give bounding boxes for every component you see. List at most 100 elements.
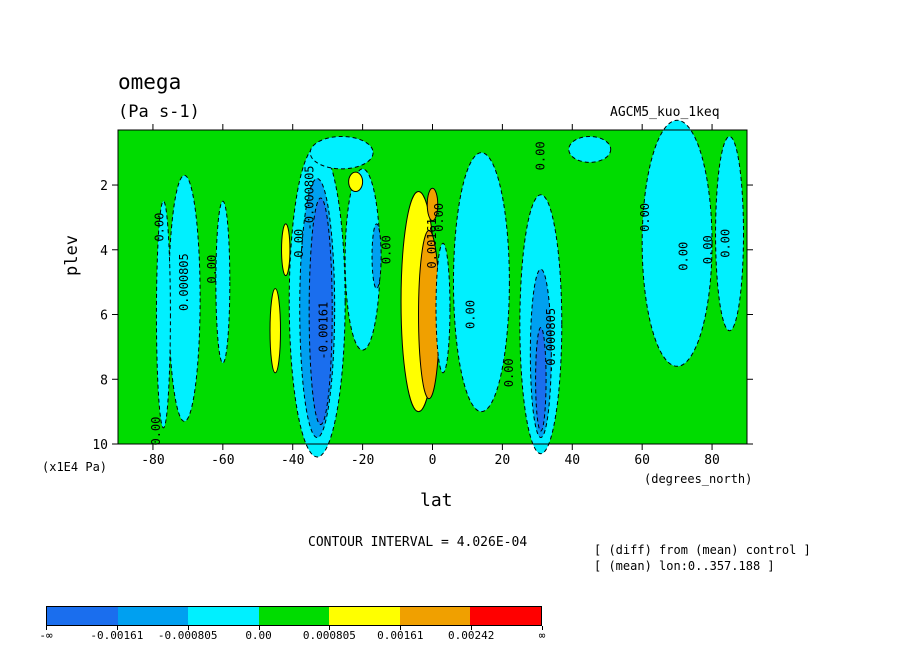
chart-units: (Pa s-1) — [118, 102, 200, 122]
colorbar — [46, 606, 542, 626]
colorbar-label-7: ∞ — [538, 629, 546, 642]
contour-label-14: 0.00 — [638, 203, 652, 232]
colorbar-segment-4 — [329, 607, 400, 625]
y-tick-label-2: 6 — [100, 309, 108, 324]
contour-line-19 — [535, 326, 547, 432]
contour-interval: CONTOUR INTERVAL = 4.026E-04 — [308, 535, 528, 550]
x-tick-label-0: -80 — [141, 453, 164, 468]
contour-line-15 — [435, 242, 451, 374]
contour-fill-8 — [309, 197, 333, 425]
contour-fill-21 — [715, 136, 744, 331]
contour-label-16: 0.00 — [701, 235, 715, 264]
contour-fill-23 — [568, 136, 611, 163]
contour-label-1: 0.000805 — [177, 253, 191, 311]
colorbar-label-3: 0.00 — [245, 629, 272, 642]
x-tick-label-7: 60 — [634, 453, 650, 468]
colorbar-label-2: -0.000805 — [157, 629, 218, 642]
contour-label-13: 0.00 — [533, 141, 547, 170]
contour-label-4: 0.00 — [292, 229, 306, 258]
contour-fill-15 — [435, 243, 450, 373]
x-axis-label: lat — [420, 490, 453, 511]
contour-line-11 — [348, 171, 364, 193]
contour-label-17: 0.00 — [719, 229, 733, 258]
contour-line-20 — [641, 119, 713, 367]
contour-line-8 — [308, 197, 333, 426]
contour-line-5 — [269, 288, 281, 374]
chart-title: omega — [118, 70, 182, 94]
colorbar-label-1: -0.00161 — [90, 629, 144, 642]
contour-line-10 — [371, 223, 382, 290]
x-tick-label-8: 80 — [704, 453, 720, 468]
contour-label-8: 0.00161 — [425, 218, 439, 269]
colorbar-segment-6 — [470, 607, 542, 625]
contour-label-3: 0.00 — [149, 417, 163, 446]
x-tick-label-6: 40 — [564, 453, 580, 468]
contour-line-16 — [452, 152, 510, 413]
contour-fill-4 — [281, 223, 290, 276]
x-tick-label-4: 0 — [429, 453, 437, 468]
y-tick-label-3: 8 — [100, 373, 108, 388]
y-tick-label-0: 2 — [100, 179, 108, 194]
contour-fill-16 — [453, 152, 510, 412]
y-tick-label-1: 4 — [100, 244, 108, 259]
x-tick-label-5: 20 — [495, 453, 511, 468]
colorbar-tick-4 — [329, 626, 331, 630]
contour-label-6: -0.00161 — [317, 302, 331, 360]
contour-fill-22 — [310, 136, 374, 169]
contour-label-7: 0.00 — [380, 235, 394, 264]
colorbar-segment-2 — [188, 607, 259, 625]
contour-line-21 — [715, 135, 745, 332]
contour-line-14 — [426, 187, 439, 222]
contour-label-5: -0.000805 — [303, 165, 317, 230]
x-tick-label-3: -20 — [351, 453, 374, 468]
contour-label-10: 0.00 — [463, 300, 477, 329]
contour-label-2: 0.00 — [205, 255, 219, 284]
contour-fill-5 — [270, 288, 281, 373]
diff-note: [ (diff) from (mean) control ] — [594, 543, 811, 557]
contour-line-7 — [299, 178, 336, 439]
colorbar-tick-2 — [187, 626, 189, 630]
contour-fill-19 — [535, 327, 547, 432]
colorbar-tick-7 — [542, 626, 543, 630]
contour-line-1 — [168, 174, 201, 422]
colorbar-tick-5 — [400, 626, 402, 630]
y-tick-label-4: 10 — [92, 438, 108, 453]
colorbar-label-4: 0.000805 — [302, 629, 356, 642]
contour-fill-11 — [348, 172, 363, 192]
contour-fill-2 — [156, 201, 171, 428]
colorbar-segment-5 — [399, 607, 471, 625]
colorbar-segment-0 — [47, 607, 118, 625]
contour-label-0: 0.00 — [152, 213, 166, 242]
contour-label-9: 0.00 — [432, 203, 446, 232]
x-axis-unit: (degrees_north) — [644, 472, 753, 486]
y-axis-label: plev — [62, 235, 82, 276]
colorbar-segment-3 — [258, 607, 330, 625]
model-name: AGCM5_kuo_1keq — [610, 105, 720, 120]
contour-plot: 0.000.000805 0.000.000.00-0.000805-0.0016… — [92, 119, 753, 468]
contour-line-23 — [568, 135, 612, 163]
x-tick-label-2: -40 — [281, 453, 304, 468]
contour-line-2 — [155, 200, 171, 429]
contour-fill-1 — [168, 175, 201, 422]
contour-line-3 — [215, 200, 231, 364]
y-axis-unit: (x1E4 Pa) — [42, 460, 108, 474]
colorbar-tick-6 — [471, 626, 473, 630]
colorbar-label-0: -∞ — [39, 629, 53, 642]
contour-line-17 — [519, 194, 563, 455]
contour-fill-20 — [642, 120, 713, 367]
contour-label-15: 0.00 — [677, 242, 691, 271]
mean-note: [ (mean) lon:0..357.188 ] — [594, 559, 775, 573]
contour-label-11: 0.00 — [502, 358, 516, 387]
contour-fill-14 — [427, 188, 438, 221]
contour-fill-3 — [215, 201, 230, 364]
colorbar-tick-1 — [116, 626, 118, 630]
colorbar-label-6: 0.00242 — [447, 629, 495, 642]
contour-line-22 — [309, 135, 374, 170]
contour-fill-9 — [345, 168, 381, 351]
x-tick-label-1: -60 — [211, 453, 234, 468]
colorbar-tick-0 — [46, 626, 47, 630]
colorbar-tick-3 — [258, 626, 260, 630]
colorbar-label-5: 0.00161 — [377, 629, 424, 642]
contour-fill-10 — [372, 223, 382, 289]
contour-line-4 — [281, 223, 291, 277]
